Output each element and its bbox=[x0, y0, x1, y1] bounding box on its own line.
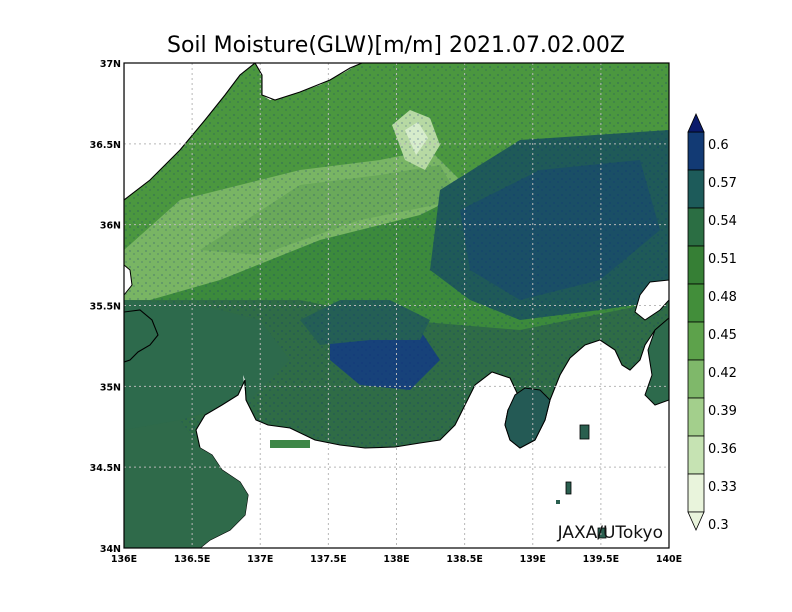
colorbar-segment bbox=[687, 131, 705, 171]
latitude-tick-label: 36.5N bbox=[90, 140, 121, 151]
latitude-axis: 34N 34.5N 35N 35.5N 36N 36.5N 37N bbox=[90, 59, 121, 555]
colorbar-label: 0.36 bbox=[708, 442, 737, 457]
longitude-tick-label: 140E bbox=[656, 554, 682, 565]
colorbar-label: 0.57 bbox=[708, 176, 737, 191]
colorbar-segment bbox=[687, 207, 705, 247]
colorbar-label: 0.6 bbox=[708, 138, 729, 153]
colorbar-segment bbox=[687, 245, 705, 285]
map-grid bbox=[124, 63, 669, 548]
colorbar-segment bbox=[687, 473, 705, 513]
latitude-tick-label: 35.5N bbox=[90, 302, 121, 313]
longitude-tick-label: 136E bbox=[111, 554, 137, 565]
longitude-tick-label: 139.5E bbox=[583, 554, 620, 565]
colorbar-label: 0.51 bbox=[708, 252, 737, 267]
longitude-tick-label: 137E bbox=[247, 554, 273, 565]
colorbar-segment bbox=[687, 283, 705, 323]
chart-title: Soil Moisture(GLW)[m/m] 2021.07.02.00Z bbox=[167, 33, 625, 58]
latitude-tick-label: 34N bbox=[100, 544, 121, 555]
colorbar-segment bbox=[687, 397, 705, 437]
colorbar-segment bbox=[687, 435, 705, 475]
colorbar-label: 0.54 bbox=[708, 214, 737, 229]
latitude-tick-label: 35N bbox=[100, 382, 121, 393]
colorbar-segment bbox=[687, 169, 705, 209]
longitude-tick-label: 138.5E bbox=[446, 554, 483, 565]
latitude-tick-label: 36N bbox=[100, 221, 121, 232]
longitude-tick-label: 137.5E bbox=[310, 554, 347, 565]
longitude-tick-label: 138E bbox=[383, 554, 409, 565]
colorbar-label: 0.39 bbox=[708, 404, 737, 419]
latitude-tick-label: 34.5N bbox=[90, 463, 121, 474]
colorbar-segment bbox=[687, 359, 705, 399]
colorbar: 0.6 0.57 0.54 0.51 0.48 0.45 0.42 0.39 0.36 0.33 0… bbox=[687, 113, 737, 533]
latitude-tick-label: 37N bbox=[100, 59, 121, 70]
credit-label: JAXA/UTokyo bbox=[557, 523, 663, 543]
colorbar-label: 0.42 bbox=[708, 366, 737, 381]
colorbar-top-triangle bbox=[687, 113, 705, 133]
colorbar-label: 0.3 bbox=[708, 518, 729, 533]
colorbar-label: 0.48 bbox=[708, 290, 737, 305]
colorbar-label: 0.45 bbox=[708, 328, 737, 343]
longitude-axis: 136E 136.5E 137E 137.5E 138E 138.5E 139E 139.5E… bbox=[111, 554, 682, 565]
longitude-tick-label: 136.5E bbox=[174, 554, 211, 565]
colorbar-bottom-triangle bbox=[687, 511, 705, 531]
colorbar-label: 0.33 bbox=[708, 480, 737, 495]
longitude-tick-label: 139E bbox=[520, 554, 546, 565]
colorbar-segment bbox=[687, 321, 705, 361]
map-frame bbox=[123, 62, 670, 549]
